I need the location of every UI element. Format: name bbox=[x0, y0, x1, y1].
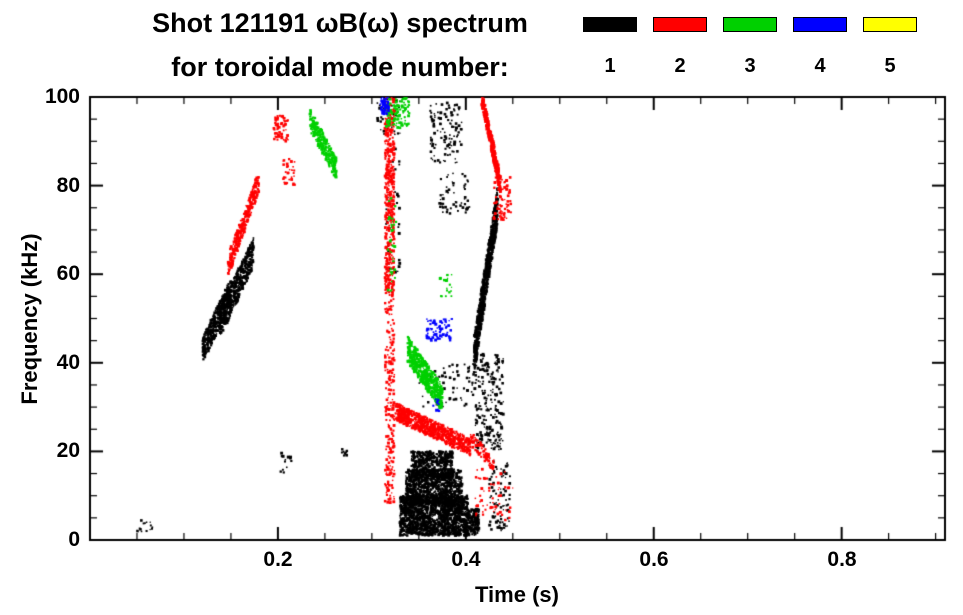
x-axis-label: Time (s) bbox=[475, 582, 559, 607]
x-tick-0-6: 0.6 bbox=[639, 548, 669, 571]
y-tick-40: 40 bbox=[56, 351, 80, 374]
y-tick-100: 100 bbox=[44, 85, 80, 108]
y-tick-20: 20 bbox=[56, 439, 80, 462]
y-axis-label: Frequency (kHz) bbox=[17, 233, 42, 405]
y-tick-80: 80 bbox=[56, 174, 80, 197]
x-tick-0-8: 0.8 bbox=[827, 548, 857, 571]
y-tick-60: 60 bbox=[56, 262, 80, 285]
x-tick-0-4: 0.4 bbox=[451, 548, 481, 571]
x-tick-0-2: 0.2 bbox=[263, 548, 293, 571]
y-tick-0: 0 bbox=[68, 528, 80, 551]
